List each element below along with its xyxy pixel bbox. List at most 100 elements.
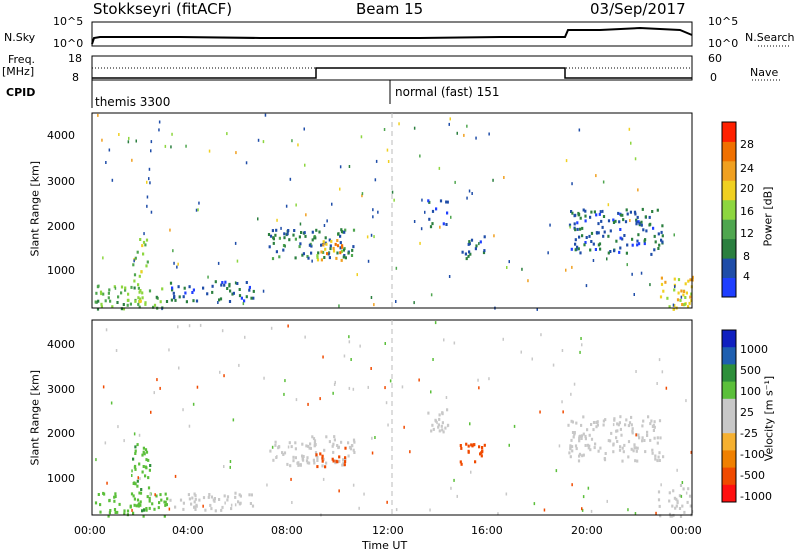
range-cell — [234, 491, 237, 495]
range-cell — [226, 287, 229, 290]
range-cell — [589, 448, 592, 452]
range-cell — [668, 305, 671, 309]
range-cell — [329, 247, 332, 251]
range-cell — [308, 461, 311, 465]
range-cell — [135, 504, 138, 508]
range-cell — [311, 230, 314, 234]
range-cell — [351, 248, 354, 252]
range-cell — [143, 452, 146, 456]
range-cell — [623, 443, 626, 447]
range-cell — [168, 348, 170, 352]
range-cell — [135, 139, 137, 143]
range-cell — [386, 500, 388, 504]
range-cell — [656, 441, 659, 445]
range-cell — [645, 229, 648, 233]
range-cell — [449, 117, 451, 121]
range-cell — [212, 498, 215, 502]
range-cell — [159, 386, 161, 390]
range-cell — [618, 448, 622, 452]
range-cell — [612, 221, 616, 224]
range-cell — [413, 220, 416, 223]
range-cell — [333, 438, 336, 442]
range-cell — [661, 234, 664, 238]
range-cell — [239, 501, 242, 505]
range-cell — [237, 500, 240, 504]
range-cell — [250, 296, 253, 300]
range-cell — [575, 421, 578, 425]
range-cell — [625, 418, 628, 422]
range-cell — [679, 515, 683, 518]
range-cell — [593, 446, 596, 450]
range-cell — [132, 511, 135, 515]
range-cell — [372, 208, 374, 212]
range-cell — [278, 236, 281, 240]
range-cell — [113, 499, 116, 503]
velocity-cbar-tick: -100 — [740, 448, 765, 461]
range-cell — [644, 450, 647, 454]
range-cell — [675, 497, 678, 501]
range-cell — [350, 254, 354, 257]
range-cell — [192, 299, 195, 303]
range-cell — [134, 452, 137, 455]
range-cell — [429, 508, 431, 512]
range-cell — [576, 245, 579, 249]
range-cell — [294, 441, 297, 445]
velocity-colorbar-swatch — [722, 330, 736, 348]
range-cell — [577, 247, 580, 251]
range-cell — [372, 215, 374, 219]
range-cell — [561, 400, 563, 404]
range-cell — [588, 444, 591, 448]
range-cell — [226, 498, 229, 502]
range-cell — [468, 242, 471, 246]
range-cell — [637, 188, 639, 192]
power-cbar-tick: 4 — [743, 270, 750, 283]
range-cell — [238, 288, 241, 291]
range-cell — [145, 450, 149, 454]
range-cell — [618, 220, 621, 224]
range-cell — [623, 234, 626, 237]
range-cell — [673, 233, 675, 237]
range-cell — [123, 509, 126, 513]
power-cbar-tick: 8 — [743, 250, 750, 263]
range-cell — [683, 302, 687, 306]
range-cell — [177, 285, 180, 289]
power-colorbar-swatch — [722, 238, 736, 259]
range-cell — [275, 228, 278, 232]
range-cell — [595, 231, 598, 235]
range-cell — [134, 482, 137, 486]
range-cell — [150, 410, 152, 414]
range-cell — [129, 505, 132, 509]
range-cell — [130, 492, 134, 496]
range-cell — [691, 278, 694, 282]
range-cell — [217, 261, 220, 265]
range-cell — [442, 222, 445, 226]
range-cell — [636, 239, 639, 243]
range-cell — [468, 189, 471, 193]
range-cell — [630, 415, 633, 419]
range-cell — [567, 423, 570, 427]
range-cell — [116, 301, 119, 304]
power-colorbar-frame — [721, 121, 737, 298]
range-cell — [650, 252, 653, 256]
range-cell — [307, 402, 309, 406]
range-cell — [475, 244, 478, 248]
x-tick: 00:00 — [670, 524, 702, 537]
range-cell — [438, 429, 441, 433]
range-cell — [183, 286, 186, 290]
range-cell — [337, 232, 340, 236]
range-cell — [469, 252, 472, 256]
range-cell — [169, 498, 172, 502]
range-cell — [358, 506, 360, 510]
range-cell — [293, 229, 296, 232]
range-cell — [682, 293, 685, 297]
range-cell — [581, 507, 583, 511]
range-cell — [348, 340, 351, 344]
range-cell — [654, 457, 657, 461]
range-cell — [299, 242, 302, 246]
range-cell — [459, 460, 462, 464]
range-cell — [418, 378, 420, 382]
range-cell — [450, 486, 452, 490]
range-cell — [332, 450, 335, 454]
range-cell — [344, 460, 347, 464]
range-cell — [680, 289, 683, 293]
